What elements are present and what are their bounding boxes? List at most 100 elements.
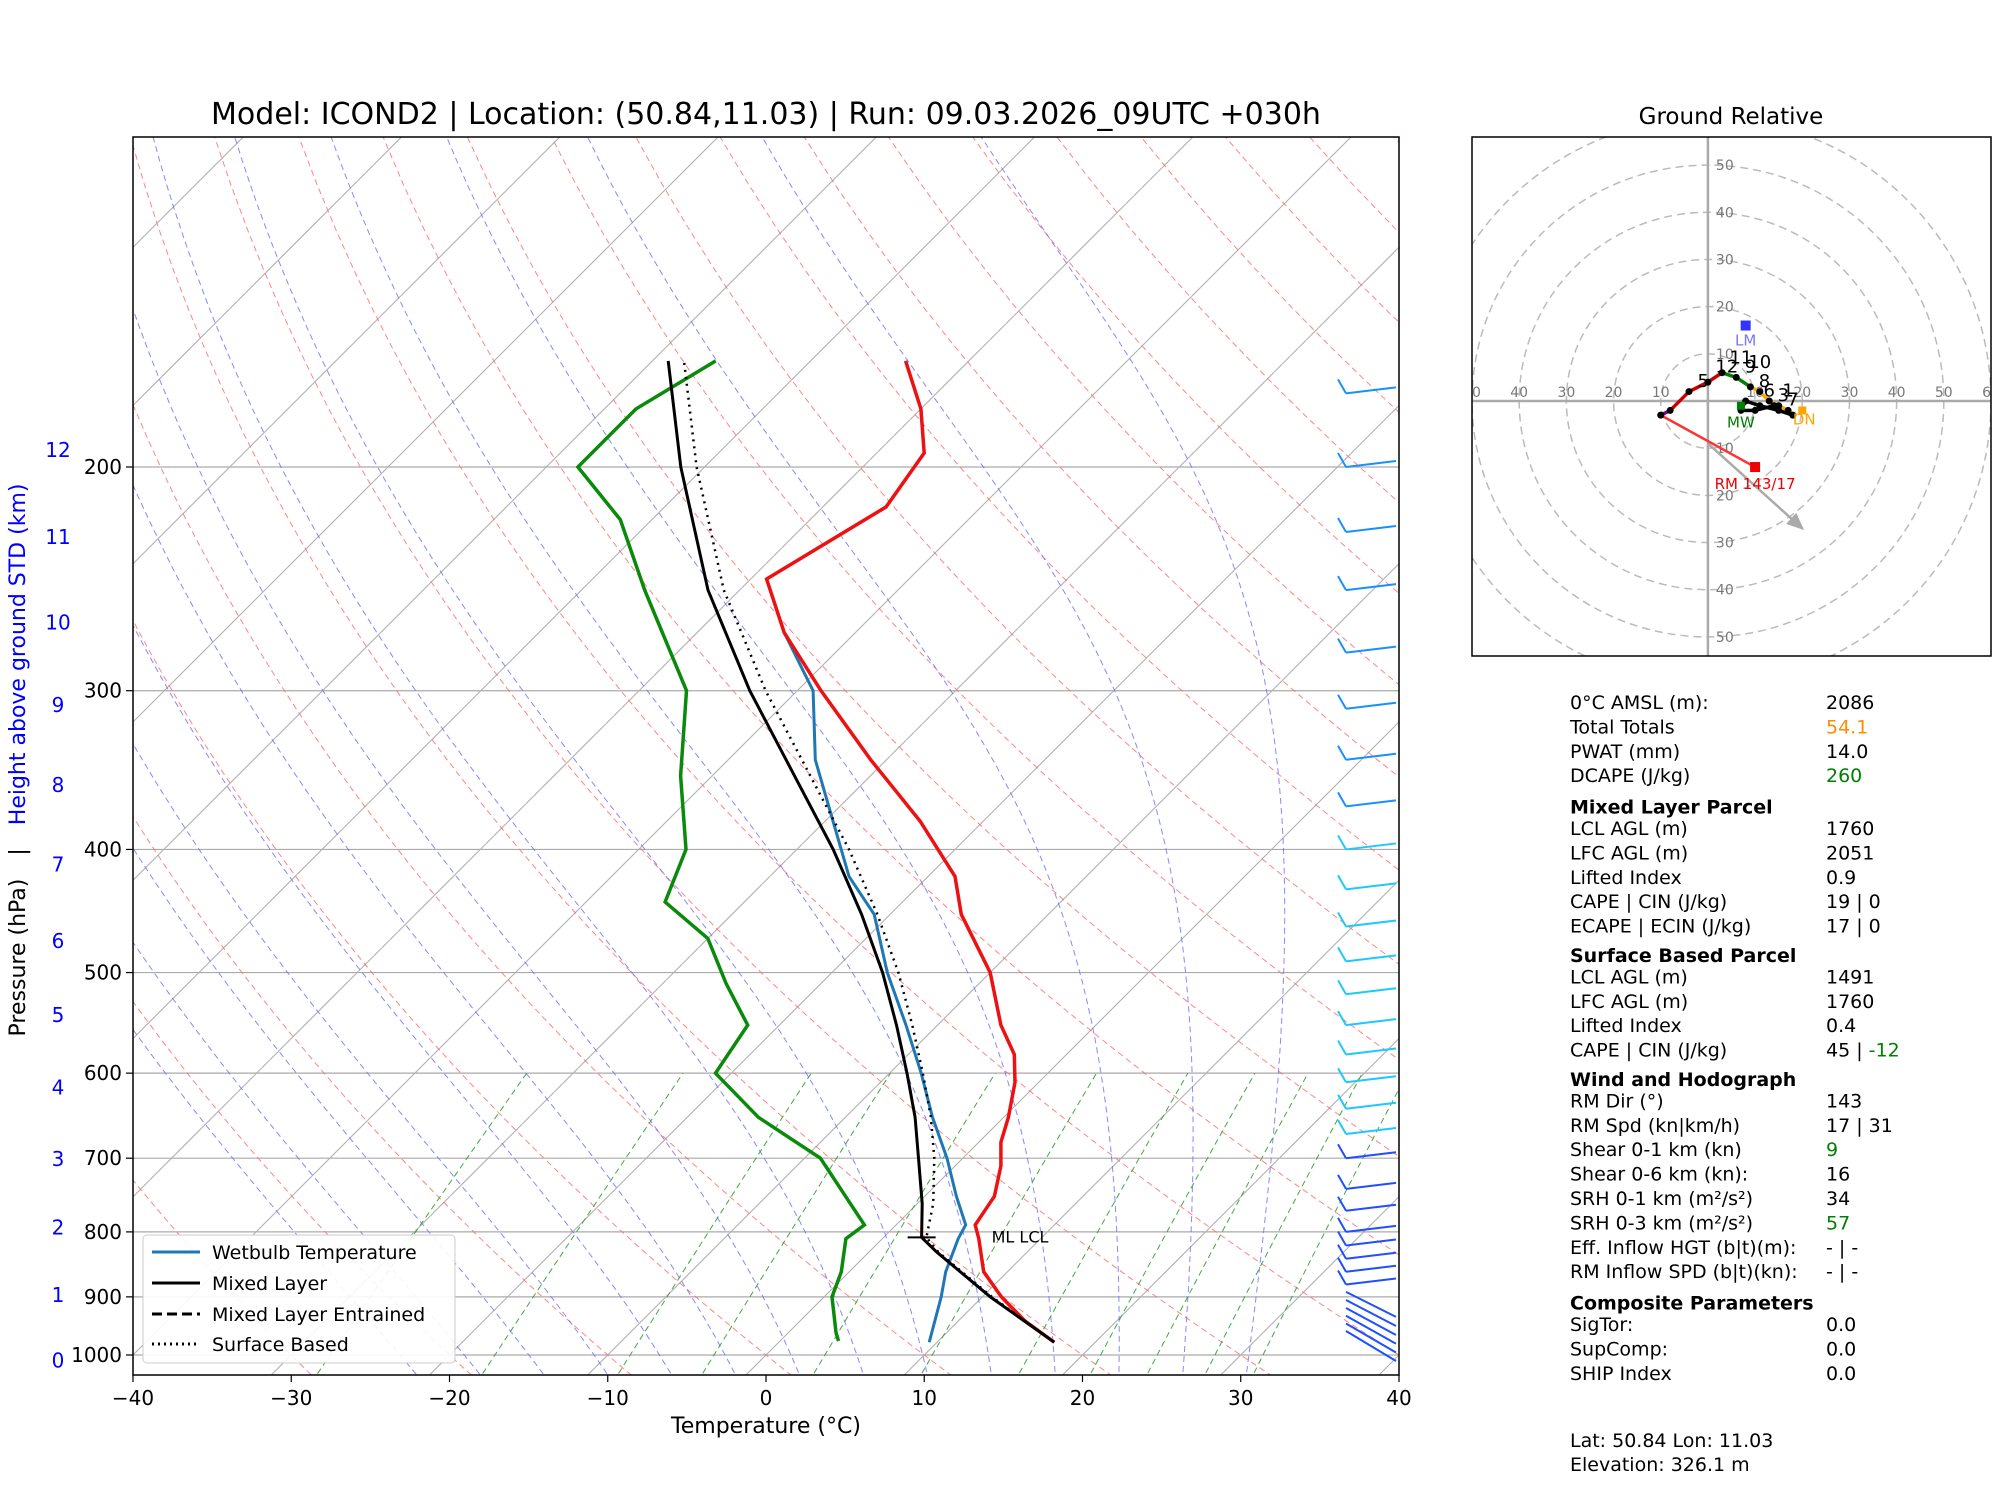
wind-barb: [1338, 695, 1396, 709]
wind-barb-shaft: [1346, 387, 1396, 393]
isotherm: [739, 26, 2000, 1381]
wind-barb: [1338, 1232, 1396, 1246]
param-label: Shear 0-6 km (kn):: [1570, 1164, 1748, 1186]
wind-barb-flag: [1338, 1011, 1346, 1025]
param-label: Lifted Index: [1570, 1015, 1682, 1037]
hodo-mw-label: MW: [1727, 414, 1755, 432]
wind-barb-shaft: [1346, 988, 1396, 994]
surface-based-parcel-line: [684, 361, 1054, 1342]
param-label: SRH 0-1 km (m²/s²): [1570, 1188, 1753, 1210]
height-tick-label: 3: [52, 1147, 65, 1171]
p-tick-label: 800: [84, 1220, 122, 1244]
x-tick-label: −10: [587, 1386, 629, 1410]
chart-title: Model: ICOND2 | Location: (50.84,11.03) …: [211, 97, 1321, 132]
param-label: SHIP Index: [1570, 1363, 1672, 1385]
param-label: LCL AGL (m): [1570, 818, 1688, 840]
dry-adiabat: [660, 26, 2000, 1382]
param-value: 17 | 31: [1826, 1115, 1893, 1137]
skew-plot-frame: [133, 137, 1399, 1375]
wind-barb-shaft: [1346, 1266, 1396, 1272]
wind-barb-shaft: [1346, 921, 1396, 927]
x-axis-label: Temperature (°C): [670, 1414, 861, 1439]
legend-label-wetbulb: Wetbulb Temperature: [212, 1242, 417, 1264]
elevation-text: Elevation: 326.1 m: [1570, 1454, 1750, 1476]
dry-adiabat: [0, 26, 318, 1382]
wind-barb-shaft: [1346, 703, 1396, 709]
wind-barb-flag: [1338, 518, 1346, 532]
param-label: CAPE | CIN (J/kg): [1570, 891, 1727, 913]
isotherm: [0, 26, 670, 1381]
dry-adiabat: [263, 26, 1442, 1382]
param-value: - | -: [1826, 1261, 1858, 1283]
param-section-header: Composite Parameters: [1570, 1293, 1814, 1315]
wind-barb: [1338, 1175, 1396, 1189]
param-label: LCL AGL (m): [1570, 966, 1688, 988]
p-tick-label: 400: [84, 837, 122, 861]
dry-adiabat: [581, 26, 2000, 1382]
wind-barb-flag: [1338, 379, 1346, 393]
hodo-trace-point: [1657, 412, 1664, 419]
hodo-trace-point: [1770, 402, 1777, 409]
mixing-ratio-line: [1201, 1073, 1362, 1382]
hodo-trace-point: [1667, 407, 1674, 414]
hodo-x-tick: 30: [1557, 385, 1575, 401]
hodo-height-label: 10: [1748, 352, 1771, 373]
moist-adiabat: [762, 137, 1193, 1382]
wind-barb-flag: [1338, 792, 1346, 806]
param-value: 0.0: [1826, 1338, 1856, 1360]
hodo-x-tick: 40: [1888, 385, 1906, 401]
hodo-trace-point: [1686, 388, 1693, 395]
wind-barb-flag: [1338, 746, 1346, 760]
p-tick-label: 900: [84, 1285, 122, 1309]
param-value: 45 | -12: [1826, 1040, 1900, 1062]
wind-barb-flag: [1338, 639, 1346, 653]
param-label: PWAT (mm): [1570, 741, 1680, 763]
wind-barb: [1338, 518, 1396, 532]
height-tick-label: 10: [45, 610, 70, 634]
isotherm: [0, 26, 1145, 1381]
param-label: RM Spd (kn|km/h): [1570, 1115, 1740, 1137]
wind-barb-flag: [1338, 1232, 1346, 1246]
param-value: 1491: [1826, 966, 1874, 988]
wind-barb: [1338, 379, 1396, 393]
dry-adiabat: [183, 26, 1281, 1382]
param-value: 0.0: [1826, 1314, 1856, 1336]
isotherm: [0, 26, 829, 1381]
wind-barb: [1338, 746, 1396, 760]
param-label: RM Inflow SPD (b|t)(kn):: [1570, 1261, 1798, 1283]
param-value: 19 | 0: [1826, 891, 1881, 913]
wind-barb: [1338, 980, 1396, 994]
param-value: 0.4: [1826, 1015, 1856, 1037]
dry-adiabat: [422, 26, 1763, 1382]
param-value: 16: [1826, 1164, 1850, 1186]
hodo-x-tick: 50: [1935, 385, 1953, 401]
wind-barb: [1338, 1040, 1396, 1054]
hodo-trace-point: [1747, 383, 1754, 390]
height-axis-label: Height above ground STD (km): [6, 484, 31, 826]
wind-barb-flag: [1338, 576, 1346, 590]
wind-barb-shaft: [1346, 1128, 1396, 1134]
param-value: 260: [1826, 765, 1862, 787]
wind-barb: [1338, 792, 1396, 806]
wind-barb: [1338, 913, 1396, 927]
x-tick-label: 0: [760, 1386, 773, 1410]
hodo-y-tick: 50: [1716, 158, 1734, 174]
wind-barb: [1338, 1011, 1396, 1025]
param-value: 1760: [1826, 991, 1874, 1013]
p-tick-label: 200: [84, 455, 122, 479]
y-axis-label: Pressure (hPa) | Height above ground STD…: [6, 484, 31, 1037]
param-section-header: Wind and Hodograph: [1570, 1069, 1796, 1091]
skew-traces: [578, 361, 1054, 1342]
hodo-x-tick: 30: [1841, 385, 1859, 401]
hodo-dn-label: DN: [1793, 410, 1816, 428]
moist-adiabat: [0, 137, 423, 1382]
param-value: 143: [1826, 1090, 1862, 1112]
wind-barb-shaft: [1346, 1019, 1396, 1025]
height-tick-label: 8: [52, 773, 65, 797]
x-tick-label: 10: [912, 1386, 937, 1410]
param-label: LFC AGL (m): [1570, 842, 1688, 864]
wind-barb-shaft: [1346, 1278, 1396, 1284]
wind-barb-flag: [1338, 913, 1346, 927]
wind-barb-shaft: [1346, 1152, 1396, 1158]
